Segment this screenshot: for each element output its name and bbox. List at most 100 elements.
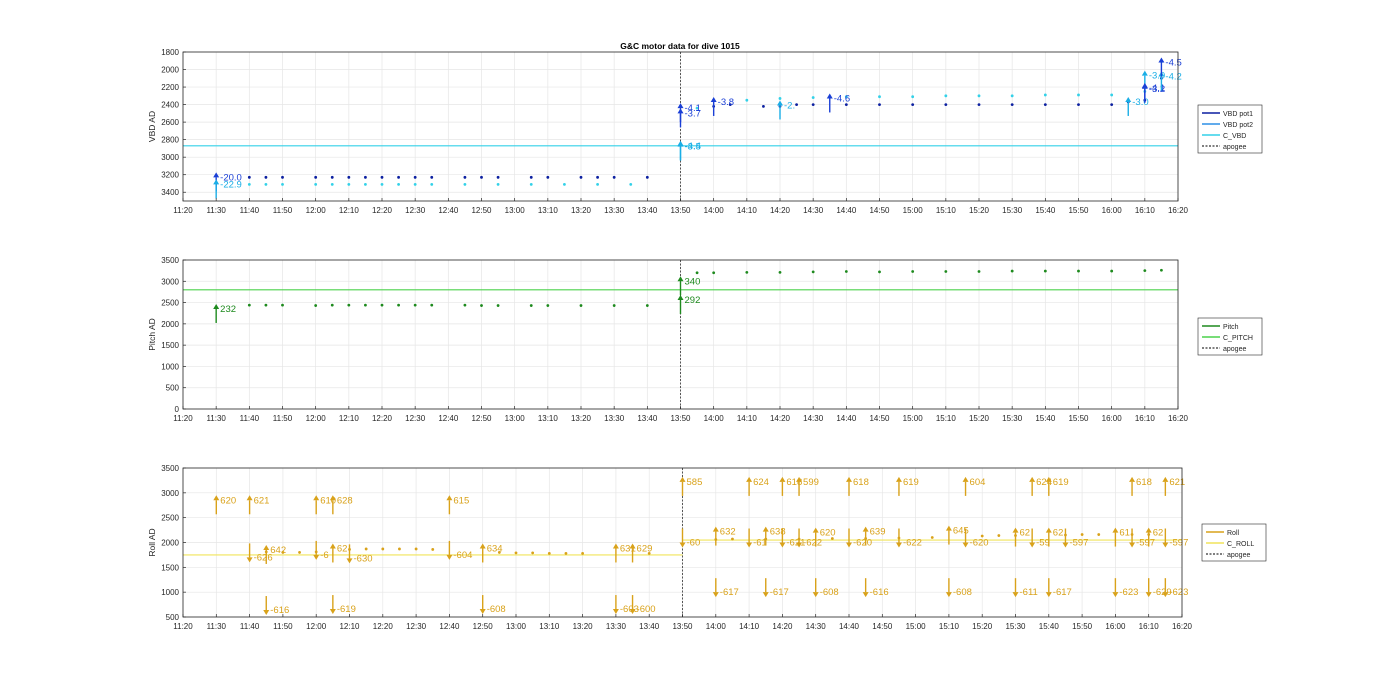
annotation-label: 62 bbox=[337, 543, 348, 554]
data-point-pitch bbox=[380, 303, 384, 307]
x-tick-label: 14:10 bbox=[737, 414, 758, 423]
annotation-label: 619 bbox=[903, 477, 919, 488]
y-tick-label: 3200 bbox=[161, 171, 179, 180]
data-point-vbd-pot1 bbox=[944, 103, 948, 106]
data-point-pitch bbox=[496, 304, 500, 307]
y-tick-label: 2000 bbox=[161, 539, 179, 548]
y-axis-label: Roll AD bbox=[147, 528, 157, 556]
annotation-arrowhead bbox=[677, 140, 684, 146]
x-tick-label: 12:30 bbox=[405, 206, 426, 215]
x-tick-label: 13:50 bbox=[672, 622, 693, 631]
data-point-vbd-pot2 bbox=[330, 182, 334, 186]
legend-entry-pitch: Pitch bbox=[1223, 324, 1239, 331]
data-point-vbd-pot2 bbox=[430, 182, 434, 186]
data-point-vbd-pot1 bbox=[546, 175, 550, 179]
annotation-label: -617 bbox=[770, 587, 789, 598]
data-point-pitch bbox=[364, 303, 367, 307]
annotation-arrowhead bbox=[263, 544, 270, 550]
data-point-pitch bbox=[330, 303, 334, 307]
annotation-arrowhead bbox=[1162, 476, 1169, 482]
annotation-label: -20.0 bbox=[220, 172, 242, 183]
x-tick-label: 13:00 bbox=[505, 206, 526, 215]
annotation-label: -597 bbox=[1136, 538, 1155, 549]
x-tick-label: 16:20 bbox=[1172, 622, 1193, 631]
x-tick-label: 13:10 bbox=[539, 622, 560, 631]
annotation-label: 639 bbox=[870, 527, 886, 538]
data-point-vbd-pot1 bbox=[762, 104, 765, 108]
x-tick-label: 12:30 bbox=[406, 622, 427, 631]
data-point-vbd-pot2 bbox=[364, 182, 367, 186]
data-point-pitch bbox=[878, 270, 881, 274]
annotation-arrowhead bbox=[1145, 592, 1152, 598]
x-tick-label: 15:30 bbox=[1005, 622, 1026, 631]
x-tick-label: 15:10 bbox=[936, 414, 957, 423]
annotation-arrowhead bbox=[762, 592, 769, 598]
annotation-label: 645 bbox=[953, 526, 969, 537]
data-point-vbd-pot1 bbox=[264, 175, 268, 179]
annotation-arrowhead bbox=[779, 476, 786, 482]
annotation-arrowhead bbox=[679, 476, 686, 482]
data-point-roll bbox=[581, 552, 584, 555]
annotation-arrowhead bbox=[1112, 527, 1119, 533]
y-tick-label: 2500 bbox=[161, 299, 179, 308]
annotation-label: 624 bbox=[753, 477, 769, 488]
x-tick-label: 14:30 bbox=[803, 206, 824, 215]
annotation-arrowhead bbox=[612, 543, 619, 549]
data-point-pitch bbox=[944, 270, 948, 273]
data-point-vbd-pot1 bbox=[314, 175, 318, 179]
data-point-pitch bbox=[1110, 269, 1114, 273]
annotation-label: -622 bbox=[903, 538, 922, 549]
annotation-label: -4.6 bbox=[834, 93, 850, 104]
x-tick-label: 12:40 bbox=[438, 414, 459, 423]
pitch-panel: 232 292 340 11:20 11:30 11:40 11:50 12:00 12:10 1… bbox=[147, 256, 1263, 423]
annotation-arrowhead bbox=[612, 609, 619, 615]
annotation-arrowhead bbox=[213, 179, 220, 185]
x-tick-label: 15:40 bbox=[1035, 206, 1056, 215]
annotation-arrowhead bbox=[945, 592, 952, 598]
annotation-arrowhead bbox=[746, 542, 753, 548]
x-tick-label: 12:00 bbox=[306, 622, 327, 631]
x-tick-label: 11:50 bbox=[273, 414, 293, 423]
legend-entry-vbd-pot2: VBD pot2 bbox=[1223, 122, 1253, 129]
annotation-arrowhead bbox=[796, 542, 803, 548]
legend-entry-c-vbd: C_VBD bbox=[1223, 133, 1246, 140]
annotation-arrowhead bbox=[846, 542, 852, 548]
y-tick-label: 1500 bbox=[161, 563, 179, 572]
annotation-label: -22.9 bbox=[220, 179, 242, 190]
y-tick-label: 500 bbox=[166, 384, 180, 393]
annotation-label: -4.4 bbox=[685, 141, 701, 152]
data-point-pitch bbox=[264, 303, 268, 307]
data-point-vbd-pot1 bbox=[911, 103, 915, 106]
y-tick-label: 2200 bbox=[161, 83, 179, 92]
annotation-arrowhead bbox=[329, 495, 336, 501]
data-point-pitch bbox=[1077, 269, 1080, 273]
y-tick-label: 1000 bbox=[161, 588, 179, 597]
data-point-vbd-pot1 bbox=[330, 175, 334, 179]
annotation-label: -4.1 bbox=[1149, 83, 1165, 94]
x-tick-label: 15:30 bbox=[1002, 206, 1023, 215]
data-point-pitch bbox=[712, 271, 716, 275]
annotation-arrowhead bbox=[945, 525, 952, 531]
x-tick-label: 13:40 bbox=[637, 206, 658, 215]
x-tick-label: 13:00 bbox=[505, 414, 526, 423]
annotation-arrowhead bbox=[812, 592, 819, 598]
data-point-pitch bbox=[579, 304, 583, 307]
data-point-vbd-pot1 bbox=[463, 175, 467, 179]
data-point-vbd-pot2 bbox=[944, 94, 948, 98]
data-point-roll bbox=[930, 536, 934, 539]
data-point-vbd-pot1 bbox=[977, 103, 981, 106]
data-point-roll bbox=[431, 548, 435, 551]
data-point-pitch bbox=[695, 271, 699, 275]
data-point-vbd-pot1 bbox=[529, 175, 533, 179]
data-point-roll bbox=[298, 551, 301, 554]
data-point-pitch bbox=[347, 303, 351, 307]
x-tick-label: 14:40 bbox=[836, 414, 857, 423]
annotation-arrowhead bbox=[1125, 96, 1132, 102]
data-point-pitch bbox=[778, 270, 782, 274]
annotation-arrowhead bbox=[1162, 592, 1169, 598]
x-tick-label: 11:30 bbox=[207, 622, 227, 631]
x-tick-label: 11:50 bbox=[273, 206, 293, 215]
annotation-arrowhead bbox=[1029, 542, 1036, 548]
data-point-vbd-pot1 bbox=[596, 175, 599, 179]
x-tick-label: 11:50 bbox=[273, 622, 293, 631]
